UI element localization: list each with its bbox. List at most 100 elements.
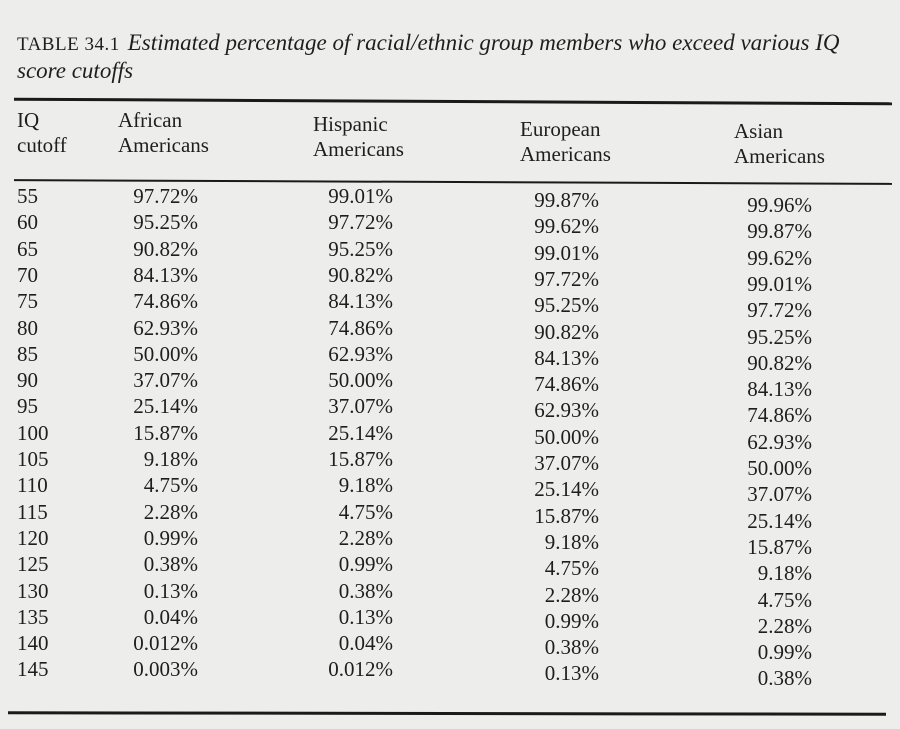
- cell-hispanic-americans: 95.25%: [328, 236, 393, 261]
- cell-african-americans: 84.13%: [133, 262, 198, 287]
- top-rule: [13, 97, 893, 106]
- cell-african-americans: 0.012%: [133, 631, 198, 656]
- table-row: 100 15.87% 25.14% 50.00% 62.93%: [0, 420, 900, 454]
- cell-hispanic-americans: 62.93%: [328, 341, 393, 366]
- header-line: Asian: [734, 119, 783, 143]
- header-line: Americans: [313, 137, 404, 161]
- cell-european-americans: 95.25%: [534, 293, 599, 318]
- cell-european-americans: 74.86%: [534, 372, 599, 397]
- cell-european-americans: 25.14%: [534, 477, 599, 502]
- cell-iq-cutoff: 60: [17, 210, 38, 235]
- cell-iq-cutoff: 95: [17, 394, 38, 419]
- cell-iq-cutoff: 120: [17, 525, 49, 550]
- cell-european-americans: 99.62%: [534, 214, 599, 239]
- cell-asian-americans: 25.14%: [747, 508, 812, 533]
- cell-iq-cutoff: 130: [17, 578, 49, 603]
- header-line: IQ: [17, 108, 40, 132]
- cell-african-americans: 0.38%: [143, 552, 198, 577]
- cell-iq-cutoff: 75: [17, 289, 38, 314]
- cell-asian-americans: 2.28%: [757, 613, 812, 638]
- cell-european-americans: 0.99%: [544, 608, 599, 633]
- header-line: European: [520, 117, 601, 141]
- table-title: Estimated percentage of racial/ethnic gr…: [17, 30, 840, 83]
- cell-african-americans: 0.99%: [143, 525, 198, 550]
- table-row: 120 0.99% 2.28% 9.18% 15.87%: [0, 525, 900, 559]
- header-line: Americans: [734, 144, 825, 168]
- table-caption: TABLE 34.1 Estimated percentage of racial…: [17, 30, 887, 84]
- cell-asian-americans: 84.13%: [747, 377, 812, 402]
- cell-european-americans: 90.82%: [534, 319, 599, 344]
- cell-asian-americans: 95.25%: [747, 324, 812, 349]
- cell-hispanic-americans: 4.75%: [338, 499, 393, 524]
- cell-european-americans: 62.93%: [534, 398, 599, 423]
- cell-hispanic-americans: 50.00%: [328, 368, 393, 393]
- cell-iq-cutoff: 85: [17, 341, 38, 366]
- cell-african-americans: 90.82%: [133, 236, 198, 261]
- header-line: Americans: [520, 142, 611, 166]
- header-iq-cutoff: IQ cutoff: [17, 108, 67, 158]
- cell-european-americans: 84.13%: [534, 345, 599, 370]
- cell-european-americans: 97.72%: [534, 266, 599, 291]
- header-line: Americans: [118, 133, 209, 157]
- cell-iq-cutoff: 145: [17, 657, 49, 682]
- cell-asian-americans: 74.86%: [747, 403, 812, 428]
- cell-asian-americans: 62.93%: [747, 429, 812, 454]
- cell-asian-americans: 99.01%: [747, 271, 812, 296]
- header-european-americans: European Americans: [520, 117, 611, 167]
- cell-iq-cutoff: 90: [17, 368, 38, 393]
- table-row: 145 0.003% 0.012% 0.13% 0.38%: [0, 657, 900, 690]
- cell-african-americans: 62.93%: [133, 315, 198, 340]
- table-row: 135 0.04% 0.13% 0.99% 2.28%: [0, 604, 900, 638]
- cell-african-americans: 2.28%: [143, 499, 198, 524]
- table-row: 125 0.38% 0.99% 4.75% 9.18%: [0, 552, 900, 585]
- cell-hispanic-americans: 2.28%: [338, 525, 393, 550]
- header-african-americans: African Americans: [118, 108, 209, 158]
- table-row: 90 37.07% 50.00% 74.86% 84.13%: [0, 368, 900, 401]
- cell-asian-americans: 15.87%: [747, 534, 812, 559]
- header-hispanic-americans: Hispanic Americans: [313, 112, 404, 162]
- cell-iq-cutoff: 105: [17, 447, 49, 471]
- cell-asian-americans: 4.75%: [757, 587, 812, 612]
- cell-hispanic-americans: 74.86%: [328, 315, 393, 340]
- cell-african-americans: 0.13%: [143, 578, 198, 603]
- cell-hispanic-americans: 99.01%: [328, 184, 393, 208]
- table-row: 80 62.93% 74.86% 90.82% 95.25%: [0, 315, 900, 349]
- cell-african-americans: 97.72%: [133, 184, 198, 208]
- cell-iq-cutoff: 100: [17, 420, 49, 445]
- cell-hispanic-americans: 37.07%: [328, 394, 393, 419]
- cell-hispanic-americans: 9.18%: [338, 473, 393, 498]
- cell-hispanic-americans: 0.99%: [338, 552, 393, 577]
- table-row: 105 9.18% 15.87% 37.07% 50.00%: [0, 447, 900, 480]
- cell-hispanic-americans: 0.13%: [338, 604, 393, 629]
- cell-african-americans: 9.18%: [143, 447, 198, 471]
- cell-asian-americans: 37.07%: [747, 482, 812, 507]
- cell-iq-cutoff: 125: [17, 552, 49, 577]
- cell-asian-americans: 50.00%: [747, 456, 812, 480]
- cell-african-americans: 37.07%: [133, 368, 198, 393]
- cell-iq-cutoff: 70: [17, 262, 38, 287]
- header-asian-americans: Asian Americans: [734, 119, 825, 169]
- cell-european-americans: 0.38%: [544, 635, 599, 660]
- table-row: 130 0.13% 0.38% 2.28% 4.75%: [0, 578, 900, 612]
- cell-hispanic-americans: 25.14%: [328, 420, 393, 445]
- table-row: 110 4.75% 9.18% 25.14% 37.07%: [0, 473, 900, 506]
- cell-asian-americans: 99.96%: [747, 193, 812, 217]
- table-row: 65 90.82% 95.25% 99.01% 99.62%: [0, 236, 900, 270]
- table-row: 115 2.28% 4.75% 15.87% 25.14%: [0, 499, 900, 533]
- cell-iq-cutoff: 80: [17, 315, 38, 340]
- cell-asian-americans: 0.38%: [757, 666, 812, 691]
- cell-hispanic-americans: 0.04%: [338, 631, 393, 656]
- cell-african-americans: 74.86%: [133, 289, 198, 314]
- cell-hispanic-americans: 15.87%: [328, 447, 393, 471]
- header-line: Hispanic: [313, 112, 388, 136]
- cell-asian-americans: 90.82%: [747, 350, 812, 375]
- cell-european-americans: 99.01%: [534, 240, 599, 265]
- cell-european-americans: 99.87%: [534, 188, 599, 212]
- table-label: TABLE 34.1: [17, 34, 120, 55]
- cell-asian-americans: 9.18%: [757, 561, 812, 586]
- cell-iq-cutoff: 115: [17, 499, 48, 524]
- cell-iq-cutoff: 110: [17, 473, 48, 498]
- cell-asian-americans: 0.99%: [757, 640, 812, 665]
- cell-european-americans: 9.18%: [544, 529, 599, 554]
- cell-hispanic-americans: 0.012%: [328, 657, 393, 682]
